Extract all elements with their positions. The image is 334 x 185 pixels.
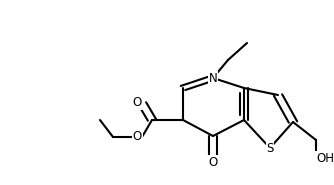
Text: O: O	[133, 130, 142, 144]
Text: O: O	[133, 97, 142, 110]
Text: N: N	[209, 71, 217, 85]
Text: S: S	[266, 142, 274, 154]
Text: O: O	[208, 156, 218, 169]
Text: OH: OH	[316, 152, 334, 164]
